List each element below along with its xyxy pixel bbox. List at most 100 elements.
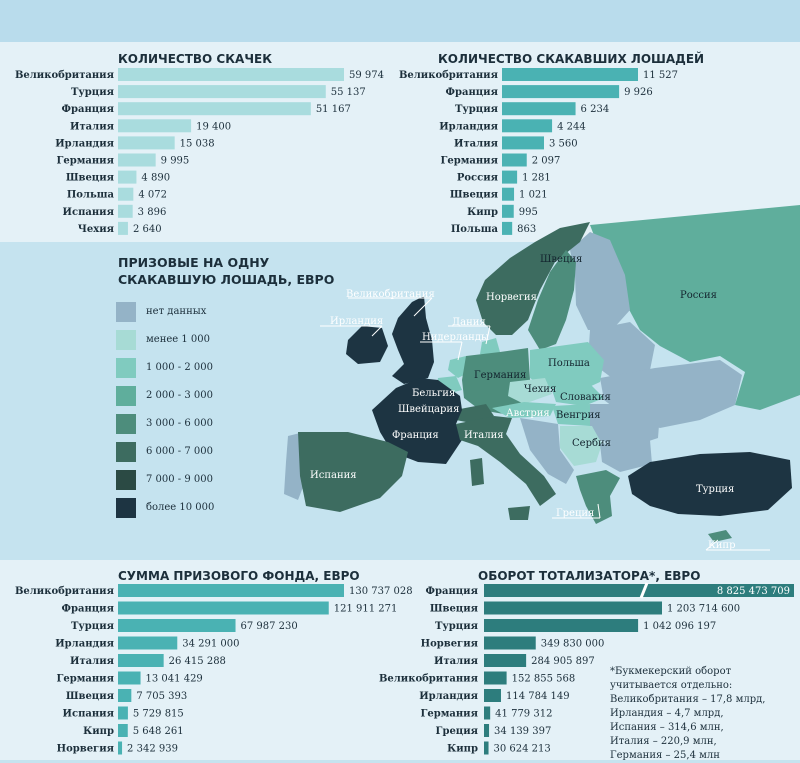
footnote-line: учитывается отдельно: xyxy=(610,680,733,691)
label-slovakia: Словакия xyxy=(560,392,611,403)
bar xyxy=(484,584,794,597)
bar-break-mark xyxy=(639,582,649,599)
category-label: Франция xyxy=(62,604,115,615)
value-label: 5 648 261 xyxy=(133,726,184,737)
category-label: Германия xyxy=(56,674,114,685)
bar xyxy=(502,153,527,167)
map-uk xyxy=(392,296,434,384)
value-label: 1 042 096 197 xyxy=(643,621,716,632)
bar xyxy=(118,636,178,650)
bar xyxy=(484,741,489,755)
category-label: Италия xyxy=(70,121,115,132)
value-label: 3 560 xyxy=(549,138,578,149)
sky-band xyxy=(0,0,800,42)
value-label: 4 072 xyxy=(138,190,167,201)
value-label: 121 911 271 xyxy=(334,604,398,615)
bar xyxy=(484,706,491,720)
map-italy xyxy=(456,416,556,506)
map-sweden xyxy=(528,250,576,350)
value-label: 1 021 xyxy=(519,190,548,201)
value-label: 26 415 288 xyxy=(169,656,226,667)
bar xyxy=(502,170,518,184)
value-label: 13 041 429 xyxy=(146,674,203,685)
category-label: Ирландия xyxy=(439,121,498,132)
category-label: Кипр xyxy=(83,726,114,737)
legend-swatch xyxy=(116,442,136,462)
map-slovakia xyxy=(552,384,604,406)
category-label: Германия xyxy=(440,156,498,167)
label-russia: Россия xyxy=(680,290,717,301)
value-label: 67 987 230 xyxy=(241,621,298,632)
bar xyxy=(118,119,192,133)
legend-swatch xyxy=(116,414,136,434)
bar xyxy=(118,671,141,685)
bar xyxy=(118,102,311,116)
category-label: Греция xyxy=(436,726,479,737)
legend-swatch xyxy=(116,302,136,322)
label-uk: Великобритания xyxy=(346,289,435,300)
leader-greece-2 xyxy=(597,503,601,519)
map-poland xyxy=(530,342,604,392)
category-label: Италия xyxy=(434,656,479,667)
legend-label: 1 000 - 2 000 xyxy=(146,362,213,373)
category-label: Кипр xyxy=(467,207,498,218)
label-spain: Испания xyxy=(310,470,357,481)
footnote-line: Германия – 25,4 млн xyxy=(610,750,720,761)
value-label: 19 400 xyxy=(196,121,231,132)
map-romania xyxy=(590,404,660,448)
value-label: 5 729 815 xyxy=(133,709,184,720)
category-label: Польша xyxy=(451,224,499,235)
bar xyxy=(118,724,128,737)
legend-item: более 10 000 xyxy=(116,498,316,518)
category-label: Швеция xyxy=(66,173,115,184)
bar xyxy=(502,136,545,150)
bar xyxy=(118,601,329,615)
bar xyxy=(484,654,527,667)
bar xyxy=(502,187,515,201)
bar xyxy=(118,706,128,720)
category-label: Турция xyxy=(71,87,115,98)
legend-item: 2 000 - 3 000 xyxy=(116,386,316,406)
bar xyxy=(118,204,133,218)
bar xyxy=(502,102,576,116)
bar xyxy=(502,85,620,99)
legend-label: нет данных xyxy=(146,306,207,317)
legend-label: 6 000 - 7 000 xyxy=(146,446,213,457)
value-label: 6 234 xyxy=(581,104,610,115)
bar xyxy=(502,221,513,235)
leader-ireland-2 xyxy=(371,325,383,337)
legend-item: 1 000 - 2 000 xyxy=(116,358,316,378)
category-label: Германия xyxy=(56,156,114,167)
bar xyxy=(118,153,156,167)
value-label: 34 139 397 xyxy=(494,726,551,737)
category-label: Швеция xyxy=(450,190,499,201)
bar xyxy=(118,584,344,597)
category-label: Франция xyxy=(62,104,115,115)
category-label: Великобритания xyxy=(15,70,115,81)
map-serbia xyxy=(560,426,602,466)
category-label: Великобритания xyxy=(15,586,115,597)
value-label: 4 890 xyxy=(141,173,170,184)
map-france xyxy=(372,378,462,464)
legend-item: менее 1 000 xyxy=(116,330,316,350)
bar xyxy=(484,689,501,702)
map-sardinia xyxy=(470,458,484,486)
legend-swatch xyxy=(116,358,136,378)
value-label: 863 xyxy=(517,224,536,235)
value-label: 152 855 568 xyxy=(512,674,576,685)
bar xyxy=(502,119,553,133)
value-label: 15 038 xyxy=(180,138,215,149)
value-label: 3 896 xyxy=(138,207,167,218)
bar xyxy=(118,654,164,667)
leader-netherlands-2 xyxy=(457,341,463,361)
value-label: 34 291 000 xyxy=(182,639,239,650)
map-austria xyxy=(492,402,556,418)
value-label: 995 xyxy=(519,207,538,218)
category-label: Великобритания xyxy=(399,70,499,81)
map-finland xyxy=(570,232,630,330)
category-label: Испания xyxy=(63,207,115,218)
value-label: 1 281 xyxy=(522,173,551,184)
category-label: Россия xyxy=(457,173,499,184)
bar xyxy=(118,187,134,201)
